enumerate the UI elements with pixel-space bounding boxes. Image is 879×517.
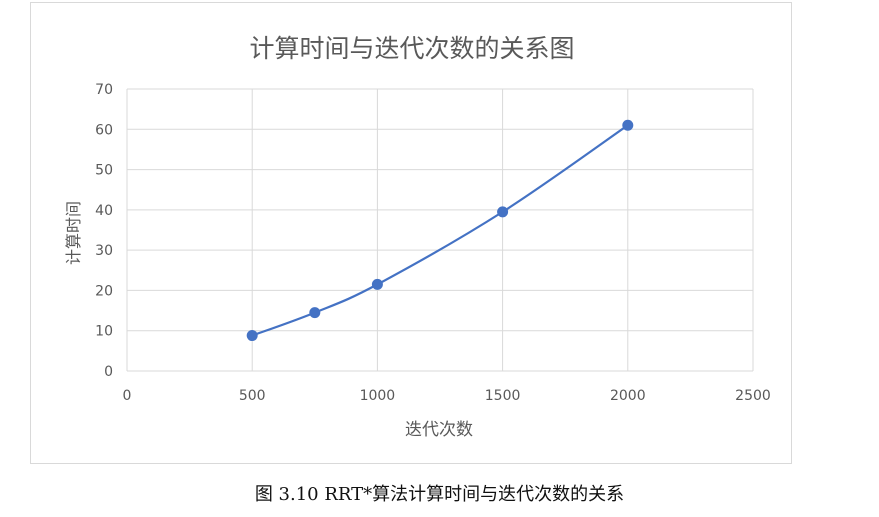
y-tick-label: 40 [95,203,113,219]
x-axis-title: 迭代次数 [405,420,473,440]
data-point [309,307,321,319]
series-line [251,124,629,337]
figure-caption: 图 3.10 RRT*算法计算时间与迭代次数的关系 [254,484,625,505]
x-tick-label: 2500 [735,388,771,404]
y-tick-label: 0 [104,364,113,380]
data-point [246,330,258,342]
y-axis-title: 计算时间 [64,201,83,265]
line-chart: 计算时间与迭代次数的关系图 0 10 20 30 40 50 60 70 0 500 1000 150… [64,34,771,440]
data-point [371,278,383,290]
y-tick-label: 20 [95,283,113,299]
y-tick-label: 70 [95,82,113,98]
data-point [622,119,634,131]
series-layer [246,119,634,342]
y-tick-label: 30 [95,243,113,259]
chart-title: 计算时间与迭代次数的关系图 [249,34,574,63]
x-tick-label: 1500 [485,388,521,404]
y-tick-label: 50 [95,163,113,179]
x-tick-label: 0 [123,388,132,404]
data-point [497,206,509,218]
chart-frame: 计算时间与迭代次数的关系图 0 10 20 30 40 50 60 70 0 500 1000 150… [30,2,792,464]
x-tick-label: 500 [239,388,266,404]
y-tick-label: 60 [95,122,113,138]
axis-ticks: 0 10 20 30 40 50 60 70 0 500 1000 1500 2000 2500 [95,82,771,404]
x-tick-label: 1000 [360,388,396,404]
grid-lines [126,88,754,372]
y-tick-label: 10 [95,324,113,340]
x-tick-label: 2000 [610,388,646,404]
